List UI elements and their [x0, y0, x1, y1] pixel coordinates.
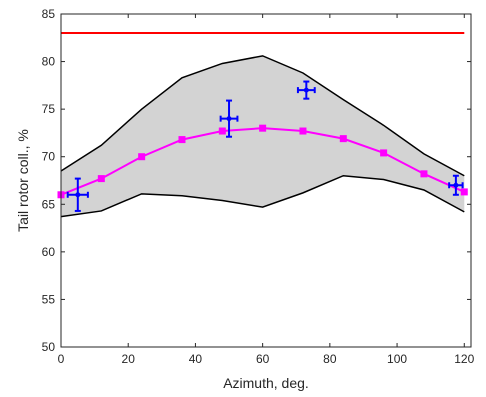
y-tick-label: 80 — [42, 55, 56, 69]
y-tick-label: 70 — [42, 150, 56, 164]
band-upper-line — [60, 55, 465, 177]
flight-point-marker — [453, 182, 459, 188]
x-tick-label: 100 — [387, 352, 407, 366]
model-marker — [460, 188, 468, 196]
model-marker — [218, 127, 226, 135]
uncertainty-band — [60, 55, 465, 218]
y-tick-label: 60 — [42, 245, 56, 259]
y-tick-label: 55 — [42, 292, 56, 306]
model-marker — [259, 124, 267, 132]
x-tick-label: 80 — [323, 352, 337, 366]
y-tick-label: 75 — [42, 102, 56, 116]
model-marker — [420, 170, 428, 178]
x-tick-label: 20 — [122, 352, 136, 366]
y-tick-label: 65 — [42, 197, 56, 211]
band-fill — [61, 55, 465, 217]
flight-point-marker — [226, 116, 232, 122]
flight-point-marker — [75, 192, 81, 198]
model-marker — [339, 135, 347, 143]
x-tick-label: 120 — [454, 352, 474, 366]
axes — [60, 13, 472, 348]
flight-point — [219, 99, 239, 138]
x-tick-label: 60 — [256, 352, 270, 366]
model-marker — [138, 153, 146, 161]
y-tick-label: 50 — [42, 340, 56, 354]
flight-point-marker — [303, 87, 309, 93]
flight-data-points — [66, 80, 464, 212]
band-lower-line — [60, 174, 465, 218]
x-axis-label: Azimuth, deg. — [223, 375, 309, 391]
flight-point — [448, 174, 464, 196]
x-tick-label: 0 — [58, 352, 65, 366]
model-marker — [97, 175, 105, 183]
model-marker — [380, 149, 388, 157]
model-marker — [178, 136, 186, 144]
model-marker — [299, 127, 307, 135]
tick-labels: 0 20 40 60 80 100 120 50 55 60 65 70 75 80 85 — [42, 7, 475, 366]
y-axis-label: Tail rotor coll., % — [15, 129, 31, 232]
flight-point — [66, 177, 89, 212]
plot-frame — [60, 13, 472, 348]
y-tick-label: 85 — [42, 7, 56, 21]
x-tick-label: 40 — [189, 352, 203, 366]
flight-point — [296, 80, 316, 100]
